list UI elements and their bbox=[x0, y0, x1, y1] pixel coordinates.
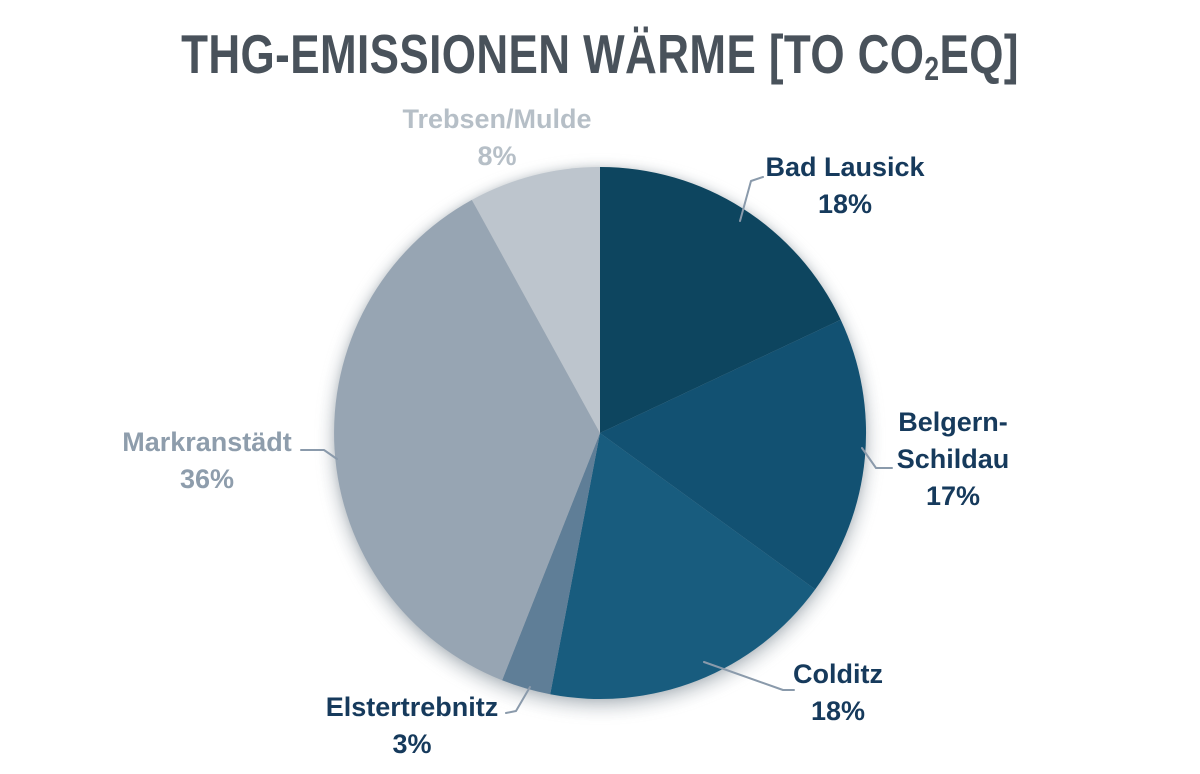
pie-slice-colditz bbox=[550, 433, 816, 700]
slice-percentage: 18% bbox=[810, 696, 866, 726]
chart-title-text: THG-EMISSIONEN WÄRME [TO CO bbox=[181, 23, 925, 85]
chart-title: THG-EMISSIONEN WÄRME [TO CO2EQ] bbox=[120, 22, 1080, 88]
pie-slice-markranstadt bbox=[334, 199, 600, 681]
pie bbox=[334, 167, 867, 700]
leader-line-bad-lausick bbox=[739, 176, 764, 222]
slice-name: Bad Lausick bbox=[765, 152, 925, 182]
slice-percentage: 3% bbox=[392, 729, 432, 759]
slice-label-belgern-schildau: Belgern-Schildau 17% bbox=[883, 404, 1023, 515]
slice-percentage: 17% bbox=[925, 481, 981, 511]
slice-label-colditz: Colditz 18% bbox=[708, 656, 968, 730]
slice-name: Trebsen/Mulde bbox=[402, 104, 592, 134]
slice-label-trebsen-mulde: Trebsen/Mulde 8% bbox=[367, 101, 627, 175]
leader-line-belgern-schildau bbox=[861, 447, 893, 469]
slice-percentage: 8% bbox=[477, 141, 517, 171]
leader-line-elstertrebnitz bbox=[505, 686, 531, 714]
pie-slice-trebsen-mulde bbox=[471, 167, 600, 433]
slice-name: Markranstädt bbox=[122, 427, 292, 457]
chart-title-subscript: 2 bbox=[924, 50, 940, 88]
slice-label-markranstaedt: Markranstädt 36% bbox=[77, 424, 337, 498]
pie-slice-belgern-schildau bbox=[600, 319, 867, 590]
leader-line-colditz bbox=[703, 661, 795, 691]
pie-slice-elstertrebnitz bbox=[502, 433, 600, 695]
slice-percentage: 18% bbox=[817, 189, 873, 219]
pie-slice-bad-lausick bbox=[600, 167, 841, 433]
slice-percentage: 36% bbox=[179, 464, 235, 494]
slice-label-bad-lausick: Bad Lausick 18% bbox=[715, 149, 975, 223]
slice-name: Elstertrebnitz bbox=[325, 692, 499, 722]
slice-name: Colditz bbox=[793, 659, 883, 689]
slice-name: Belgern-Schildau bbox=[896, 407, 1010, 474]
slice-label-elstertrebnitz: Elstertrebnitz 3% bbox=[282, 689, 542, 763]
leader-lines bbox=[300, 176, 893, 714]
chart-title-text-end: EQ] bbox=[939, 23, 1019, 85]
leader-line-markranstaedt bbox=[300, 449, 338, 460]
